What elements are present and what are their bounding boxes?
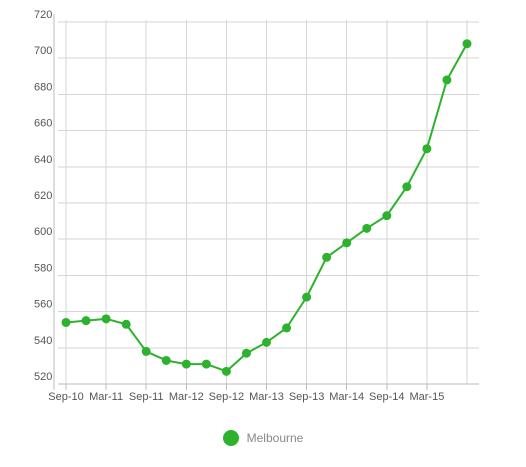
data-point bbox=[302, 292, 312, 302]
data-point bbox=[362, 223, 372, 233]
data-point bbox=[141, 346, 151, 356]
legend-swatch bbox=[222, 430, 239, 446]
x-tick-label: Mar-15 bbox=[409, 391, 444, 403]
data-point bbox=[342, 238, 352, 248]
x-tick-label: Mar-11 bbox=[89, 391, 123, 403]
data-point bbox=[61, 317, 71, 327]
y-tick-label: 680 bbox=[34, 81, 52, 93]
data-point bbox=[181, 359, 191, 369]
x-tick-label: Sep-10 bbox=[48, 391, 83, 403]
x-tick-label: Sep-11 bbox=[129, 391, 164, 403]
legend: Melbourne bbox=[0, 428, 526, 448]
data-point bbox=[402, 182, 412, 192]
y-tick-label: 580 bbox=[34, 262, 52, 274]
data-point bbox=[221, 366, 231, 376]
x-tick-label: Mar-12 bbox=[169, 391, 204, 403]
series-melbourne bbox=[61, 39, 472, 376]
data-point bbox=[241, 348, 251, 358]
x-tick-label: Mar-14 bbox=[329, 391, 364, 403]
data-point bbox=[442, 75, 452, 85]
y-tick-label: 540 bbox=[34, 335, 52, 347]
data-point bbox=[322, 252, 332, 262]
y-tick-label: 620 bbox=[34, 190, 52, 202]
data-point bbox=[382, 211, 392, 221]
grid bbox=[58, 20, 479, 385]
x-tick-label: Mar-13 bbox=[249, 391, 284, 403]
data-point bbox=[101, 314, 111, 324]
data-point bbox=[161, 355, 171, 365]
data-point bbox=[81, 316, 91, 326]
legend-label: Melbourne bbox=[246, 431, 304, 445]
x-tick-label: Sep-13 bbox=[289, 391, 324, 403]
x-tick-label: Sep-14 bbox=[369, 391, 404, 403]
data-point bbox=[262, 337, 271, 347]
data-point bbox=[422, 144, 432, 154]
data-point bbox=[201, 359, 211, 369]
data-point bbox=[462, 39, 472, 49]
axes: 520 540 560 580 600 620 640 660 680 700 720 Sep-10 M… bbox=[34, 9, 479, 403]
data-point bbox=[282, 323, 292, 333]
legend-item-melbourne[interactable]: Melbourne bbox=[222, 430, 304, 446]
y-tick-label: 660 bbox=[34, 118, 52, 130]
y-tick-label: 700 bbox=[34, 45, 52, 57]
x-tick-label: Sep-12 bbox=[209, 391, 244, 403]
y-tick-label: 560 bbox=[34, 299, 52, 311]
y-tick-label: 720 bbox=[34, 9, 52, 21]
y-tick-label: 520 bbox=[34, 371, 52, 383]
y-tick-label: 640 bbox=[34, 154, 52, 166]
y-tick-label: 600 bbox=[34, 226, 52, 238]
data-point bbox=[121, 319, 131, 329]
